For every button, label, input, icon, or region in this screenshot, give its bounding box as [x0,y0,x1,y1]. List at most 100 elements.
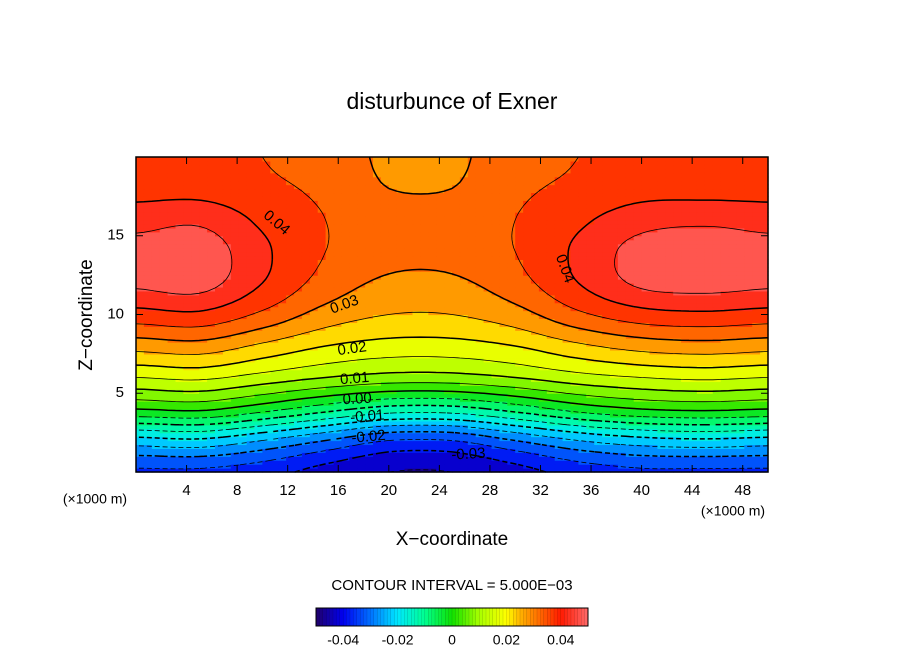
field-shade [673,294,682,300]
field-shade [602,420,611,426]
field-shade [167,412,177,418]
field-shade [175,373,184,379]
field-shade [412,227,421,233]
field-shade [554,306,564,312]
field-shade [744,381,753,386]
field-shade [499,227,508,233]
field-shade [728,373,737,379]
field-shade [594,405,603,410]
field-shade [333,357,342,363]
field-shade [333,405,342,410]
field-shade [633,464,643,469]
field-shade [436,397,445,402]
field-shade [167,235,177,241]
field-shade [238,310,248,316]
field-shade [499,235,508,241]
field-shade [570,271,579,276]
field-shade [420,377,429,383]
field-shade [388,342,398,347]
field-shade [309,444,319,449]
field-shade [515,369,524,375]
field-shade [657,302,666,308]
field-shade [325,255,335,260]
field-shade [720,397,730,402]
field-shade [531,385,540,390]
field-shade [215,448,224,453]
field-shade [649,440,658,446]
field-shade [523,314,532,320]
field-shade [341,357,350,363]
field-cell [452,377,516,410]
field-shade [531,223,540,229]
field-shade [617,365,627,371]
field-shade [388,460,398,465]
field-shade [712,306,722,312]
field-shade [531,440,540,446]
field-shade [246,227,256,233]
field-shade [452,385,461,390]
field-shade [515,381,524,386]
field-shade [428,377,437,383]
field-shade [483,452,493,457]
field-shade [254,412,263,418]
field-shade [183,401,192,406]
field-shade [207,259,216,264]
field-shade [610,401,619,406]
field-shade [696,468,706,473]
field-shade [396,440,406,446]
field-shade [720,381,730,386]
field-shade [578,267,587,272]
field-shade [704,310,714,316]
field-shade [444,365,453,371]
field-shade [230,290,240,296]
field-shade [199,405,208,410]
field-shade [357,393,366,398]
field-shade [673,456,682,461]
field-shade [633,306,643,312]
field-shade [238,220,248,225]
field-shade [673,259,682,264]
field-shade [538,239,548,245]
field-shade [562,227,572,233]
field-shade [254,365,263,371]
field-shade [546,369,556,375]
field-shade [215,389,224,394]
field-shade [673,349,682,355]
field-shade [523,310,532,316]
field-shade [475,298,485,304]
field-shade [617,326,627,331]
field-shade [349,397,358,402]
field-cell [388,220,453,253]
field-shade [467,302,477,308]
field-shade [333,286,342,292]
field-shade [278,279,287,284]
field-shade [215,464,224,469]
field-shade [317,227,327,233]
field-shade [475,220,485,225]
field-shade [538,424,548,430]
field-shade [159,353,169,359]
field-shade [720,357,730,363]
field-shade [388,302,398,308]
field-shade [523,468,532,473]
field-shade [483,416,493,422]
field-cell [388,346,453,379]
field-shade [554,357,564,363]
field-shade [665,314,674,320]
field-shade [467,330,477,335]
field-shade [222,353,232,359]
field-shade [412,460,421,465]
field-shade [744,377,753,383]
field-shade [475,342,485,347]
field-shade [207,338,216,343]
field-shade [515,302,524,308]
field-shade [420,361,429,367]
field-shade [728,342,737,347]
field-shade [696,302,706,308]
field-shade [617,290,627,296]
field-shade [357,353,366,359]
field-shade [570,286,579,292]
field-shade [444,393,453,398]
field-shade [191,223,200,229]
field-shade [483,290,493,296]
